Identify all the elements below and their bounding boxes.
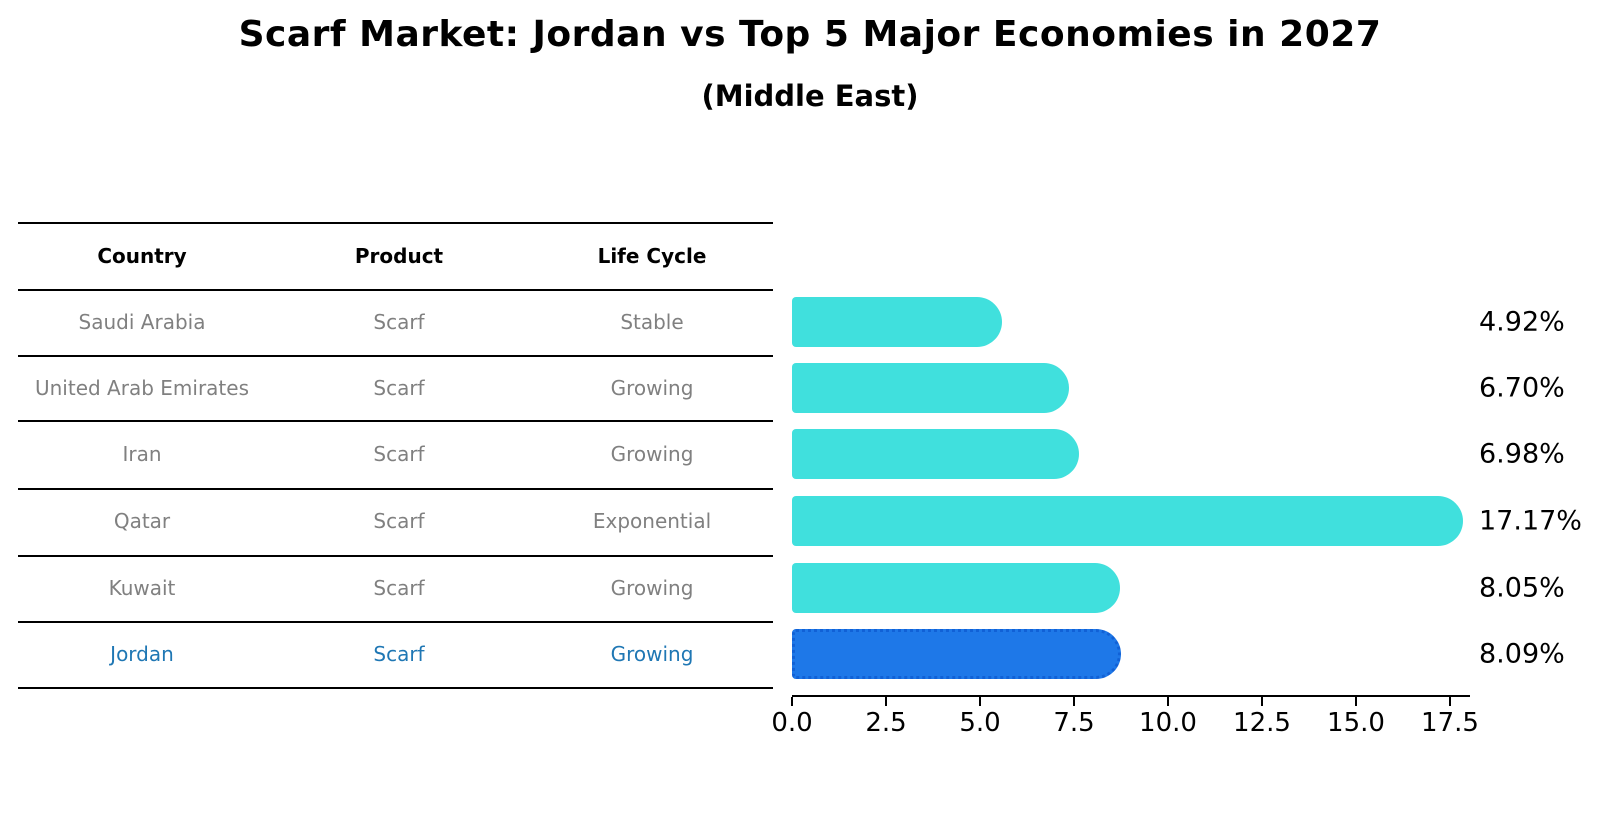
bar-value-label: 6.70% [1479, 372, 1565, 404]
x-axis-tick [1073, 697, 1075, 706]
table-rule [18, 621, 773, 623]
table-cell-product: Scarf [373, 376, 425, 400]
x-axis-tick-label: 15.0 [1327, 708, 1385, 738]
chart-subtitle: (Middle East) [701, 79, 919, 113]
x-axis-tick [791, 697, 793, 706]
table-cell-country: Kuwait [108, 576, 176, 600]
bar-value-label: 6.98% [1479, 438, 1565, 470]
table-header-product: Product [354, 244, 444, 268]
table-cell-product: Scarf [373, 310, 425, 334]
x-axis-tick-label: 17.5 [1421, 708, 1479, 738]
table-cell-country: Jordan [110, 642, 174, 666]
bar-value-label: 17.17% [1479, 505, 1582, 537]
table-rule [18, 555, 773, 557]
chart-title: Scarf Market: Jordan vs Top 5 Major Econ… [238, 14, 1382, 55]
x-axis-tick-label: 0.0 [771, 708, 813, 738]
table-cell-life-cycle: Stable [620, 310, 684, 334]
table-cell-life-cycle: Exponential [592, 509, 712, 533]
table-cell-life-cycle: Growing [610, 576, 694, 600]
table-cell-life-cycle: Growing [610, 642, 694, 666]
x-axis-tick-label: 10.0 [1139, 708, 1197, 738]
table-cell-product: Scarf [373, 576, 425, 600]
table-cell-product: Scarf [373, 509, 425, 533]
x-axis-line [792, 695, 1470, 697]
bar-kuwait [792, 563, 1120, 613]
table-header-life-cycle: Life Cycle [597, 244, 707, 268]
bar-jordan-highlighted [792, 629, 1121, 679]
table-rule [18, 420, 773, 422]
x-axis-tick [1449, 697, 1451, 706]
table-cell-product: Scarf [373, 442, 425, 466]
table-cell-country: Iran [122, 442, 162, 466]
x-axis-tick-label: 12.5 [1233, 708, 1291, 738]
x-axis-tick [885, 697, 887, 706]
table-cell-product: Scarf [373, 642, 425, 666]
table-cell-country: Qatar [113, 509, 171, 533]
bar-united-arab-emirates [792, 363, 1069, 413]
table-cell-country: United Arab Emirates [34, 376, 249, 400]
x-axis-tick-label: 7.5 [1053, 708, 1095, 738]
table-rule-bottom [18, 687, 773, 689]
table-header-country: Country [97, 244, 187, 268]
x-axis-tick [1167, 697, 1169, 706]
table-rule-top [18, 222, 773, 224]
bar-value-label: 4.92% [1479, 306, 1565, 338]
bar-value-label: 8.05% [1479, 572, 1565, 604]
table-cell-country: Saudi Arabia [78, 310, 206, 334]
x-axis-tick [1355, 697, 1357, 706]
x-axis-tick [1261, 697, 1263, 706]
x-axis-tick-label: 2.5 [865, 708, 907, 738]
table-cell-life-cycle: Growing [610, 376, 694, 400]
table-rule [18, 355, 773, 357]
table-rule [18, 488, 773, 490]
x-axis-tick-label: 5.0 [959, 708, 1001, 738]
bar-saudi-arabia [792, 297, 1002, 347]
table-cell-life-cycle: Growing [610, 442, 694, 466]
table-rule-header [18, 289, 773, 291]
bar-qatar [792, 496, 1463, 546]
bar-value-label: 8.09% [1479, 638, 1565, 670]
x-axis-tick [979, 697, 981, 706]
bar-iran [792, 429, 1079, 479]
